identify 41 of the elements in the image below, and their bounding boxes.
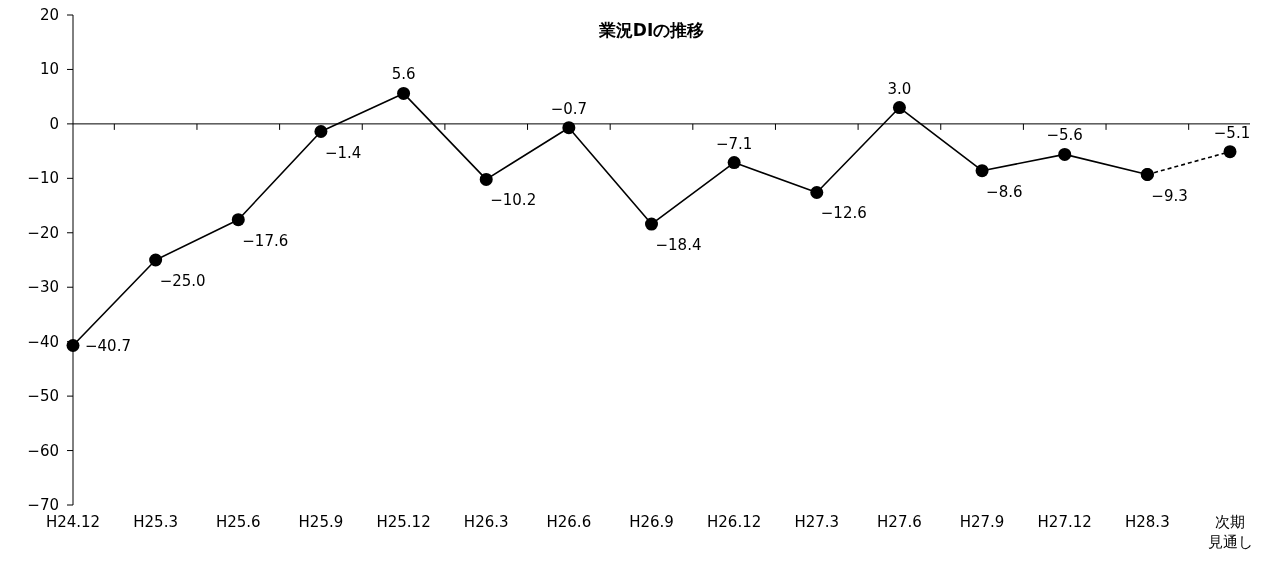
data-label: −10.2 <box>490 191 537 210</box>
data-label: −8.6 <box>986 182 1023 201</box>
data-label: −18.4 <box>655 236 702 255</box>
y-tick-label: −70 <box>27 496 59 514</box>
y-tick-label: −40 <box>27 332 59 351</box>
x-tick-label: H26.12 <box>707 513 762 531</box>
x-tick-label: H27.3 <box>794 513 840 531</box>
y-tick-label: −50 <box>27 387 59 406</box>
x-tick-label: H27.9 <box>959 513 1005 531</box>
y-tick-label: −60 <box>27 441 59 460</box>
x-tick-label: 次期見通し <box>1207 513 1253 552</box>
x-tick-label: H28.3 <box>1125 513 1170 531</box>
data-label: −0.7 <box>550 99 588 118</box>
chart-title: 業況DIの推移 <box>597 20 705 40</box>
y-tick-label: 10 <box>39 60 59 79</box>
data-label: 3.0 <box>887 79 912 98</box>
y-tick-label: 20 <box>39 6 59 24</box>
x-tick-label: H27.6 <box>877 513 922 531</box>
x-tick-label: H26.3 <box>463 513 509 531</box>
y-tick-label: −30 <box>27 278 59 297</box>
data-label: −25.0 <box>159 272 206 290</box>
x-tick-label: H25.3 <box>133 513 178 531</box>
x-tick-label: H25.6 <box>215 513 261 531</box>
data-label: −17.6 <box>242 231 289 250</box>
x-tick-label: H26.6 <box>546 513 592 531</box>
data-label: −12.6 <box>820 204 867 223</box>
data-label: −5.6 <box>1046 126 1083 145</box>
x-tick-label: H25.12 <box>376 513 431 531</box>
y-tick-label: 0 <box>49 114 59 133</box>
data-label: −5.1 <box>1213 123 1251 142</box>
x-tick-label: H24.12 <box>45 513 101 531</box>
x-tick-label: H25.9 <box>298 513 344 531</box>
data-label: −1.4 <box>324 143 362 162</box>
x-tick-label: H27.12 <box>1037 513 1092 531</box>
data-label: −40.7 <box>85 337 131 356</box>
y-tick-label: −10 <box>27 169 59 188</box>
x-tick-label: H26.9 <box>629 513 674 531</box>
y-tick-label: −20 <box>27 223 59 242</box>
data-label: −7.1 <box>715 134 753 153</box>
data-label: −9.3 <box>1151 186 1188 205</box>
data-label: 5.6 <box>391 65 416 84</box>
